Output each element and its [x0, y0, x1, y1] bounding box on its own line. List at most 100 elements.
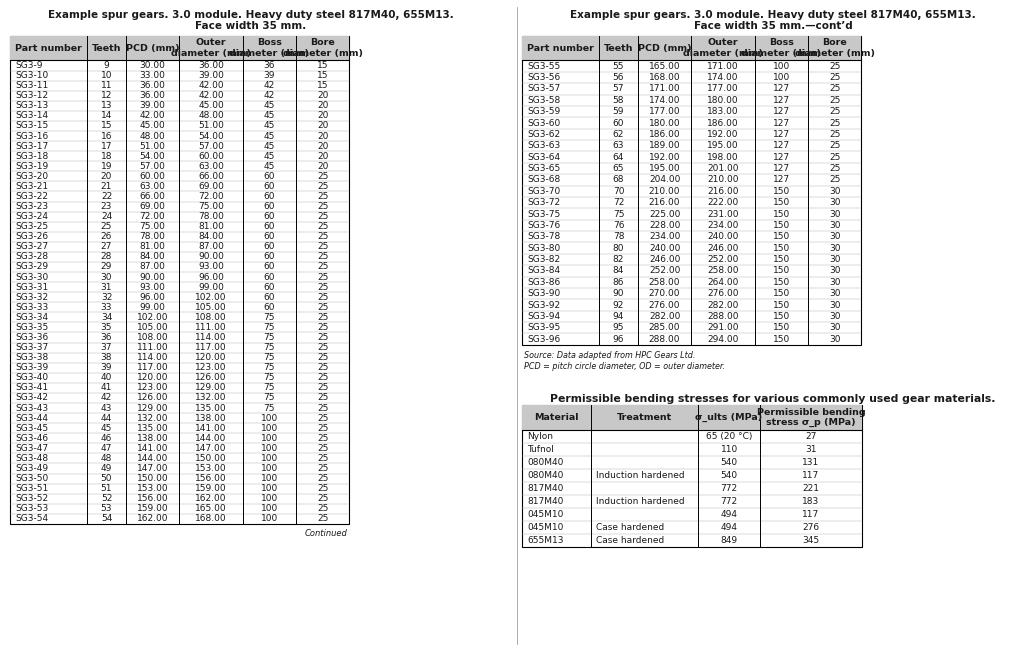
- Text: 25: 25: [316, 474, 329, 483]
- Text: 13: 13: [100, 101, 113, 111]
- Text: 94: 94: [612, 312, 625, 321]
- Text: 25: 25: [316, 424, 329, 433]
- Text: 123.00: 123.00: [137, 384, 168, 393]
- Text: 42.00: 42.00: [139, 111, 166, 120]
- Text: 127: 127: [773, 130, 790, 139]
- Text: 19: 19: [100, 162, 113, 171]
- Text: 36: 36: [263, 61, 275, 70]
- Text: 772: 772: [721, 497, 737, 506]
- Text: 045M10: 045M10: [527, 523, 564, 532]
- Text: 75: 75: [263, 353, 275, 362]
- Text: 58: 58: [612, 96, 625, 105]
- Text: SG3-40: SG3-40: [15, 373, 48, 382]
- Text: SG3-64: SG3-64: [527, 153, 560, 162]
- Text: 81.00: 81.00: [139, 242, 166, 252]
- Text: 153.00: 153.00: [196, 464, 226, 473]
- Bar: [522, 36, 861, 345]
- Text: 150: 150: [773, 266, 790, 276]
- Text: SG3-60: SG3-60: [527, 118, 560, 127]
- Text: 46: 46: [100, 434, 113, 443]
- Text: 30: 30: [828, 244, 841, 253]
- Text: SG3-38: SG3-38: [15, 353, 48, 362]
- Text: 25: 25: [316, 263, 329, 272]
- Text: 20: 20: [316, 162, 329, 171]
- Text: 192.00: 192.00: [649, 153, 680, 162]
- Text: 282.00: 282.00: [708, 300, 738, 309]
- Text: 20: 20: [316, 101, 329, 111]
- Text: 25: 25: [828, 118, 841, 127]
- Text: 59: 59: [612, 107, 625, 116]
- Text: Part number: Part number: [527, 44, 594, 53]
- Text: SG3-46: SG3-46: [15, 434, 48, 443]
- Text: SG3-43: SG3-43: [15, 404, 48, 413]
- Text: 138.00: 138.00: [196, 413, 226, 423]
- Text: 69.00: 69.00: [198, 182, 224, 191]
- Text: 52: 52: [100, 494, 113, 503]
- Text: 39.00: 39.00: [139, 101, 166, 111]
- Text: 25: 25: [316, 504, 329, 514]
- Text: 144.00: 144.00: [137, 454, 168, 463]
- Text: SG3-11: SG3-11: [15, 81, 48, 90]
- Text: Example spur gears. 3.0 module. Heavy duty steel 817M40, 655M13.
Face width 35 m: Example spur gears. 3.0 module. Heavy du…: [48, 10, 454, 31]
- Text: Bore
diameter (mm): Bore diameter (mm): [795, 38, 874, 58]
- Text: SG3-84: SG3-84: [527, 266, 560, 276]
- Text: SG3-53: SG3-53: [15, 504, 48, 514]
- Text: 25: 25: [828, 96, 841, 105]
- Text: SG3-44: SG3-44: [15, 413, 48, 423]
- Text: 127: 127: [773, 84, 790, 94]
- Text: 252.00: 252.00: [708, 255, 738, 264]
- Text: SG3-22: SG3-22: [15, 192, 48, 201]
- Text: 100: 100: [773, 73, 790, 82]
- Text: 42.00: 42.00: [198, 81, 224, 90]
- Text: 126.00: 126.00: [137, 393, 168, 402]
- Text: 117.00: 117.00: [137, 363, 168, 372]
- Text: Case hardened: Case hardened: [596, 523, 665, 532]
- Text: SG3-16: SG3-16: [15, 131, 48, 140]
- Text: 72.00: 72.00: [139, 212, 166, 221]
- Text: 100: 100: [261, 464, 278, 473]
- Text: 96.00: 96.00: [139, 292, 166, 302]
- Text: 100: 100: [773, 62, 790, 71]
- Text: 225.00: 225.00: [649, 209, 680, 218]
- Text: 159.00: 159.00: [196, 484, 226, 493]
- Text: 198.00: 198.00: [708, 153, 738, 162]
- Text: 30: 30: [828, 266, 841, 276]
- Text: 117: 117: [803, 471, 819, 480]
- Text: 45: 45: [100, 424, 113, 433]
- Text: 25: 25: [828, 176, 841, 185]
- Text: 78: 78: [612, 232, 625, 241]
- Text: SG3-33: SG3-33: [15, 303, 48, 312]
- Text: 70: 70: [612, 187, 625, 196]
- Text: 540: 540: [721, 471, 737, 480]
- Text: 20: 20: [316, 91, 329, 100]
- Text: SG3-72: SG3-72: [527, 198, 560, 207]
- Text: 127: 127: [773, 164, 790, 173]
- Text: 14: 14: [100, 111, 113, 120]
- Text: SG3-32: SG3-32: [15, 292, 48, 302]
- Text: 15: 15: [100, 122, 113, 131]
- Text: 30: 30: [828, 312, 841, 321]
- Text: 50: 50: [100, 474, 113, 483]
- Text: 36.00: 36.00: [139, 81, 166, 90]
- Text: 25: 25: [316, 494, 329, 503]
- Text: SG3-96: SG3-96: [527, 335, 560, 344]
- Text: 150: 150: [773, 335, 790, 344]
- Text: 195.00: 195.00: [708, 141, 738, 150]
- Text: 26: 26: [100, 232, 113, 241]
- Text: 25: 25: [316, 202, 329, 211]
- Text: 168.00: 168.00: [649, 73, 680, 82]
- Text: 150: 150: [773, 221, 790, 230]
- Text: Outer
diameter (mm): Outer diameter (mm): [683, 38, 763, 58]
- Text: 60: 60: [263, 182, 275, 191]
- Text: 240.00: 240.00: [649, 244, 680, 253]
- Text: 63.00: 63.00: [139, 182, 166, 191]
- Text: 20: 20: [316, 151, 329, 161]
- Text: 38: 38: [100, 353, 113, 362]
- Text: 849: 849: [721, 536, 737, 545]
- Text: 25: 25: [316, 333, 329, 342]
- Text: Treatment: Treatment: [617, 413, 672, 422]
- Text: 25: 25: [316, 172, 329, 181]
- Text: 78.00: 78.00: [198, 212, 224, 221]
- Text: 93.00: 93.00: [139, 283, 166, 292]
- Text: 60.00: 60.00: [139, 172, 166, 181]
